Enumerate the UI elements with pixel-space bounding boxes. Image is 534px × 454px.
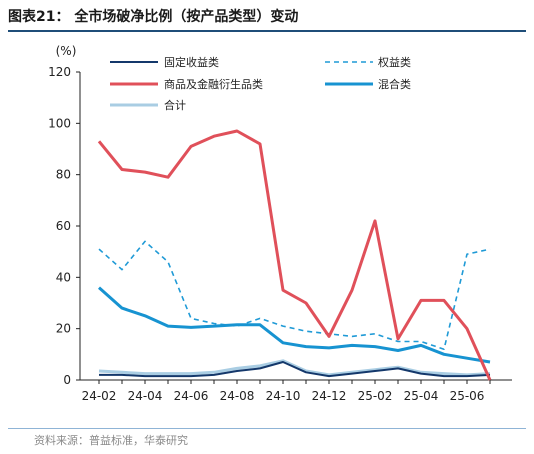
source-rule: [8, 428, 526, 429]
y-tick-label: 40: [56, 270, 71, 284]
legend-label: 商品及金融衍生品类: [164, 77, 263, 91]
legend-item: 固定收益类: [110, 55, 219, 69]
legend-item: 商品及金融衍生品类: [110, 77, 263, 91]
y-tick-label: 20: [56, 322, 71, 336]
figure-title: 图表21： 全市场破净比例（按产品类型）变动: [8, 9, 299, 25]
x-tick-label: 24-12: [312, 389, 347, 403]
x-tick-label: 25-06: [450, 389, 485, 403]
x-tick-label: 24-06: [174, 389, 209, 403]
series-line-fixed-income: [99, 361, 491, 378]
legend-item: 权益类: [325, 55, 411, 69]
axes: (%) 0 20 40 60 80 100 120 24-02 24-04 24-06 24-08 24…: [48, 44, 512, 403]
y-tick-label: 0: [63, 373, 71, 387]
y-tick-label: 80: [56, 168, 71, 182]
y-axis-unit: (%): [56, 44, 77, 58]
x-tick-label: 25-02: [358, 389, 393, 403]
y-tick-label: 60: [56, 219, 71, 233]
y-tick-label: 120: [48, 65, 71, 79]
x-tick-label: 24-02: [82, 389, 117, 403]
series-line-mixed: [98, 286, 491, 364]
series-lines: [97, 129, 492, 381]
legend-label: 合计: [164, 98, 186, 112]
legend-item: 混合类: [325, 77, 411, 91]
x-tick-label: 24-04: [128, 389, 163, 403]
legend-item: 合计: [110, 98, 186, 112]
y-tick-label: 100: [48, 116, 71, 130]
title-rule: [8, 30, 526, 32]
series-line-total: [98, 359, 491, 377]
legend-label: 固定收益类: [164, 55, 219, 69]
legend-label: 混合类: [378, 77, 411, 91]
x-tick-label: 24-10: [266, 389, 301, 403]
legend-label: 权益类: [378, 55, 411, 69]
x-tick-label: 24-08: [220, 389, 255, 403]
x-tick-label: 25-04: [404, 389, 439, 403]
series-line-equity: [98, 240, 491, 351]
series-line-commodity: [97, 129, 492, 381]
figure-source: 资料来源：普益标准，华泰研究: [34, 434, 188, 447]
